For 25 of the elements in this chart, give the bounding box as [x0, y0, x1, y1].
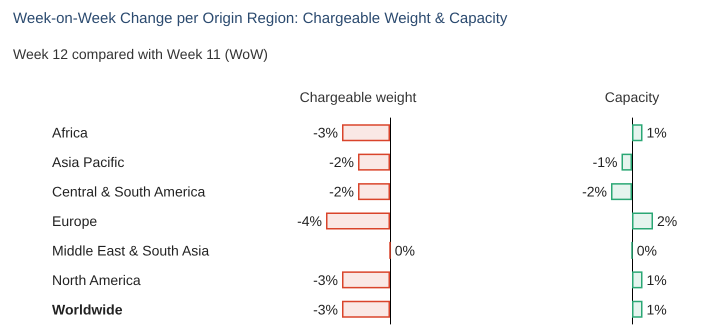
y-tick-label: North America	[52, 272, 141, 288]
data-label: -4%	[297, 213, 322, 229]
data-label: -3%	[313, 301, 338, 318]
data-label: -2%	[329, 184, 354, 200]
y-tick-label: Africa	[52, 124, 88, 141]
y-tick-label: Central & South America	[52, 184, 206, 200]
data-label: 0%	[636, 242, 657, 258]
y-tick-label: Europe	[52, 213, 98, 229]
data-label: -3%	[313, 124, 338, 141]
data-label: 1%	[646, 272, 667, 288]
data-label: 1%	[646, 124, 667, 141]
data-label: 1%	[646, 301, 667, 318]
data-label: -1%	[592, 154, 618, 170]
y-tick-label: Middle East & South Asia	[52, 242, 210, 258]
x-axis-title: Capacity	[604, 89, 660, 105]
text: Week 12 compared with Week 11 (WoW)	[13, 46, 268, 62]
data-label: -2%	[329, 154, 354, 170]
data-label: 0%	[394, 242, 415, 258]
data-label: -3%	[313, 272, 338, 288]
x-axis-title: Chargeable weight	[300, 89, 416, 105]
y-tick-label: Asia Pacific	[52, 154, 124, 170]
chart-title: Week-on-Week Change per Origin Region: Chargeable Weight & Capacity	[13, 10, 508, 27]
data-label: -2%	[582, 184, 607, 200]
data-label: 2%	[657, 213, 678, 229]
y-tick-label: Worldwide	[52, 301, 123, 318]
